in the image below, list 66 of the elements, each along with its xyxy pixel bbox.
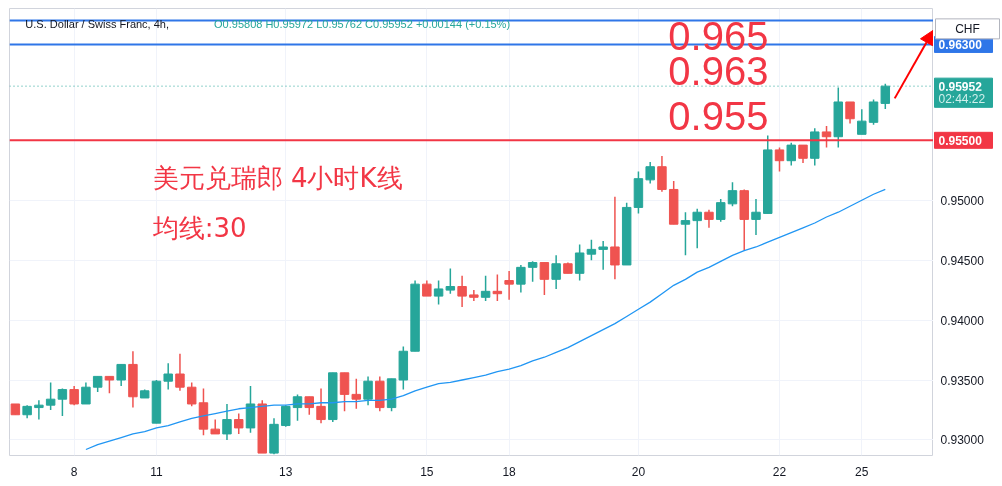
candlestick (351, 378, 362, 410)
candlestick (81, 381, 91, 405)
candlestick (34, 399, 44, 421)
candlestick (680, 211, 691, 257)
ref-line-label: 0.95500 (938, 133, 983, 148)
candlestick (527, 260, 538, 283)
candlestick (245, 385, 256, 434)
candlestick (492, 273, 503, 302)
annotation: 均线:30 (151, 213, 247, 244)
candlestick (363, 375, 373, 406)
text: 02:44:22 (938, 92, 986, 107)
candlestick (598, 240, 608, 271)
candlestick (222, 403, 232, 441)
candlestick (457, 274, 467, 308)
candlestick (433, 279, 444, 306)
text: U.S. Dollar / Swiss Franc, 4h, (25, 18, 170, 31)
candlestick (234, 412, 244, 435)
candlestick (751, 198, 761, 236)
candlestick (857, 108, 867, 136)
candlestick (539, 261, 550, 296)
candlestick (845, 101, 855, 125)
candlestick (574, 243, 585, 282)
x-tick-label: 15 (420, 464, 434, 479)
candlestick (692, 207, 702, 249)
x-tick-label: 25 (855, 464, 869, 479)
candlestick (45, 381, 56, 411)
candlestick (445, 267, 456, 295)
candlestick (186, 381, 197, 408)
ref-line-label: 0.96300 (938, 37, 983, 52)
x-tick-label: 11 (150, 464, 163, 479)
annotation: 0.963 (668, 49, 769, 94)
x-tick-label: 18 (502, 464, 517, 479)
candlestick (774, 146, 785, 173)
annotation: 0.955 (668, 94, 769, 139)
x-tick-label: 8 (70, 464, 78, 479)
ref-line-label: 0.95952 (938, 79, 983, 94)
candlestick (57, 387, 68, 417)
candlestick (175, 352, 185, 392)
candlestick (786, 141, 796, 167)
candlestick (727, 181, 738, 207)
y-tick-label: 0.94000 (940, 313, 985, 328)
candlestick (504, 270, 514, 301)
candlestick (657, 155, 667, 193)
candlestick (516, 264, 526, 294)
candlestick (586, 239, 597, 261)
y-tick-label: 0.93500 (940, 373, 985, 388)
candlestick (645, 161, 655, 185)
candlestick (339, 372, 350, 412)
candlestick (551, 254, 561, 290)
candlestick (610, 195, 620, 281)
y-tick-label: 0.93000 (940, 433, 985, 448)
y-tick-label: 0.95000 (940, 193, 985, 208)
x-tick-label: 20 (631, 464, 646, 479)
y-tick-label: 0.94500 (940, 253, 985, 268)
candlestick (116, 363, 126, 387)
candlestick (480, 274, 491, 302)
x-tick-label: 22 (772, 464, 787, 479)
text: O0.95808 H0.95972 L0.95762 C0.95952 +0.00144 (+0.15%) (214, 18, 511, 31)
x-tick-label: 13 (279, 464, 293, 479)
text: CHF (955, 21, 980, 36)
candlestick (715, 198, 726, 223)
candlestick (821, 125, 832, 149)
annotation: 美元兑瑞郎 4小时K线 (152, 163, 403, 194)
candlestick (316, 387, 326, 424)
candlestick (868, 98, 879, 126)
candlestick (163, 362, 173, 391)
